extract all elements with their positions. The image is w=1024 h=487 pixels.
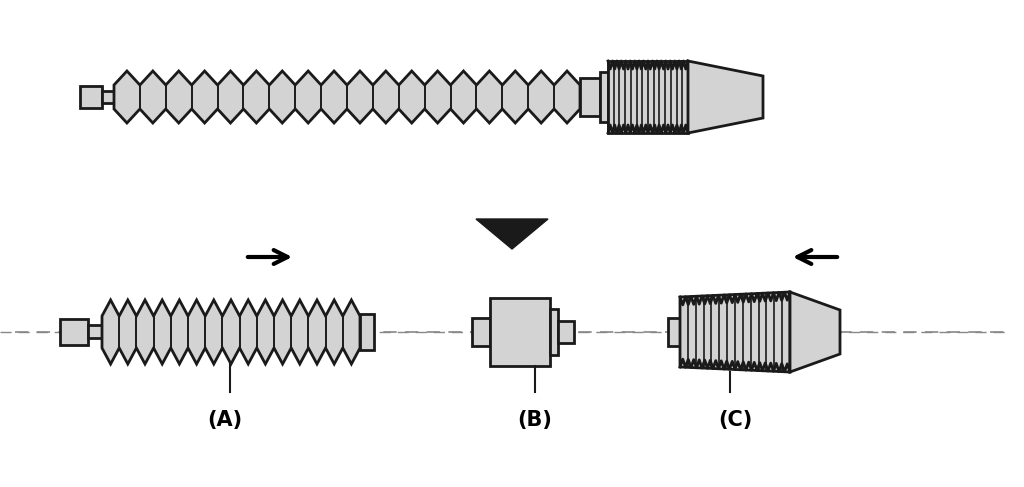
Bar [360, 314, 374, 350]
Bar [60, 319, 88, 345]
Bar [88, 325, 102, 338]
Bar [558, 321, 574, 343]
Bar [550, 309, 558, 355]
Bar [668, 318, 680, 346]
Bar [472, 318, 490, 346]
Text: (C): (C) [718, 410, 752, 430]
Polygon shape [790, 292, 840, 372]
Polygon shape [688, 61, 763, 133]
Text: (B): (B) [517, 410, 552, 430]
Polygon shape [680, 292, 790, 372]
Bar [600, 72, 608, 122]
Polygon shape [102, 300, 360, 364]
Bar [490, 298, 550, 366]
Bar [80, 86, 102, 108]
Polygon shape [608, 61, 688, 133]
Text: (A): (A) [208, 410, 243, 430]
Bar [580, 78, 600, 116]
Bar [102, 91, 114, 103]
Polygon shape [476, 219, 548, 249]
Polygon shape [114, 71, 580, 123]
